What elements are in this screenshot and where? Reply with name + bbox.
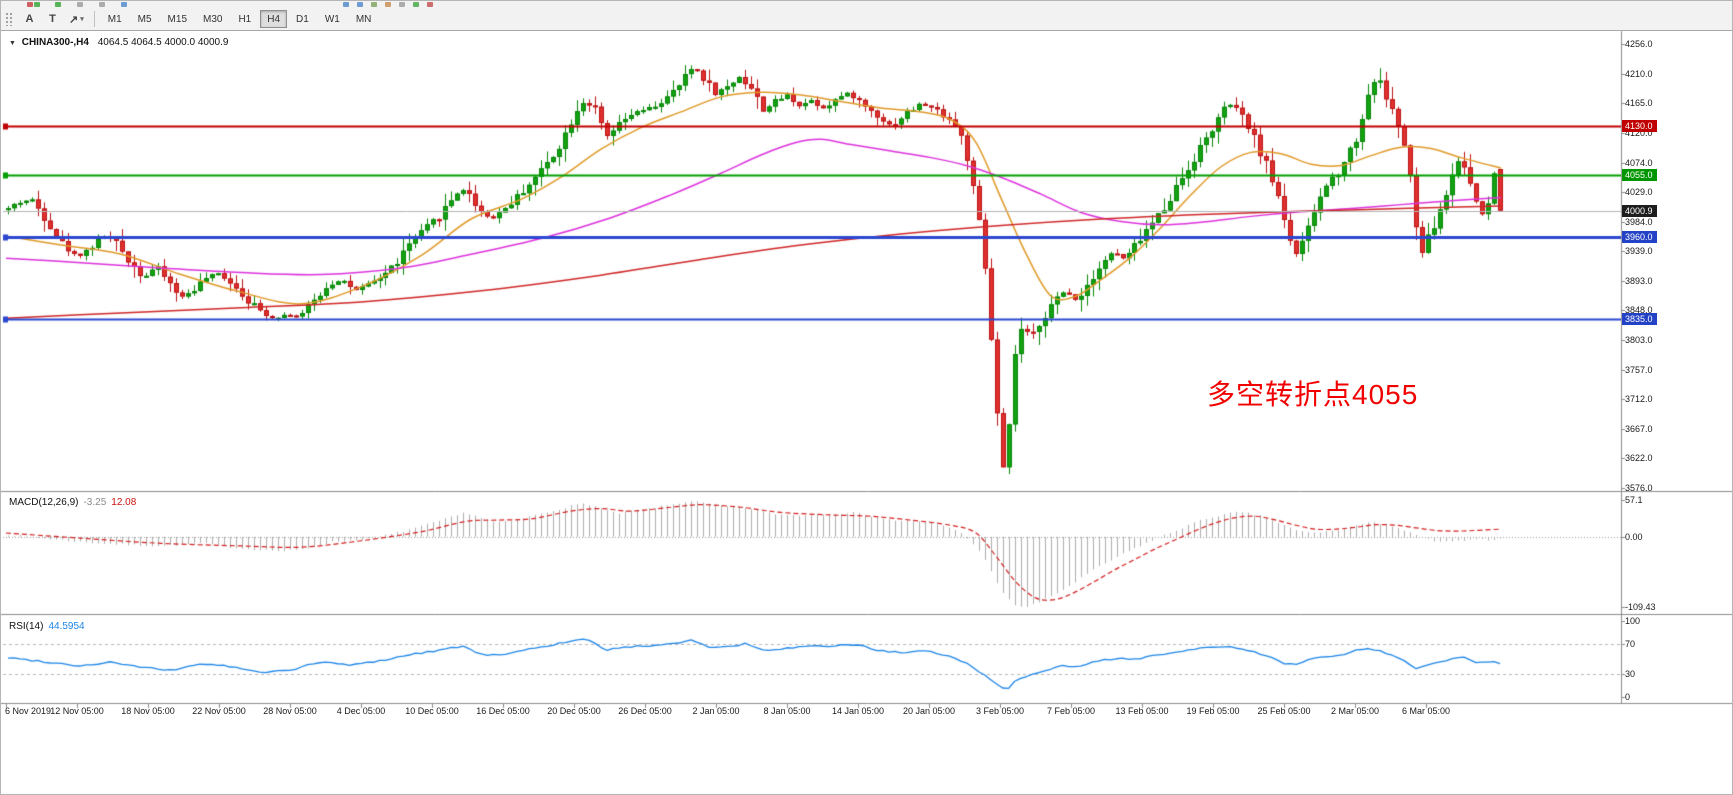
cropped-icon <box>427 2 433 7</box>
timeframe-button-m5[interactable]: M5 <box>131 10 159 28</box>
cropped-icon-strip <box>1 1 1732 8</box>
chart-title: ▼ CHINA300-,H4 4064.5 4064.5 4000.0 4000… <box>9 37 228 48</box>
cropped-icon <box>385 2 391 7</box>
cropped-icon <box>371 2 377 7</box>
top-toolbar: A T ↗ ▾ M1 M5 M15 M30 H1 H4 D1 W1 MN <box>1 1 1732 31</box>
macd-signal-value: 12.08 <box>111 497 137 508</box>
arrow-objects-dropdown-button[interactable]: ↗ ▾ <box>65 10 88 28</box>
macd-main-value: -3.25 <box>83 497 107 508</box>
cropped-icon <box>357 2 363 7</box>
cropped-icon <box>55 2 61 7</box>
timeframe-button-m30[interactable]: M30 <box>196 10 229 28</box>
timeframe-button-w1[interactable]: W1 <box>318 10 347 28</box>
cropped-icon <box>413 2 419 7</box>
toolbar-separator <box>93 11 95 27</box>
timeframe-button-h1[interactable]: H1 <box>231 10 258 28</box>
chart-annotation-text[interactable]: 多空转折点4055 <box>1207 379 1419 410</box>
chart-symbol-timeframe: CHINA300-,H4 <box>21 37 89 48</box>
chart-expand-icon[interactable]: ▼ <box>9 40 16 47</box>
cropped-icon <box>27 2 33 7</box>
arrow-tool-icon: ↗ <box>69 13 79 26</box>
macd-label: MACD(12,26,9) -3.25 12.08 <box>9 497 141 508</box>
timeframe-button-m1[interactable]: M1 <box>101 10 129 28</box>
rsi-label: RSI(14) 44.5954 <box>9 621 90 632</box>
timeframe-button-mn[interactable]: MN <box>349 10 379 28</box>
macd-name: MACD(12,26,9) <box>9 497 79 508</box>
chart-ohlc-values: 4064.5 4064.5 4000.0 4000.9 <box>97 37 229 48</box>
rsi-value: 44.5954 <box>48 621 85 632</box>
timeframe-button-d1[interactable]: D1 <box>289 10 316 28</box>
toolbar-grip[interactable] <box>5 12 14 26</box>
cropped-icon <box>34 2 40 7</box>
toolbar-row: A T ↗ ▾ M1 M5 M15 M30 H1 H4 D1 W1 MN <box>1 8 379 30</box>
cropped-icon <box>121 2 127 7</box>
cropped-icon <box>77 2 83 7</box>
chevron-down-icon: ▾ <box>80 16 84 23</box>
cropped-icon <box>99 2 105 7</box>
cropped-icon <box>399 2 405 7</box>
timeframe-button-h4[interactable]: H4 <box>260 10 288 28</box>
timeframe-button-m15[interactable]: M15 <box>161 10 194 28</box>
cropped-icon <box>343 2 349 7</box>
timeframe-toolbar: M1 M5 M15 M30 H1 H4 D1 W1 MN <box>100 10 380 28</box>
rsi-name: RSI(14) <box>9 621 44 632</box>
text-tool-button[interactable]: T <box>42 10 63 28</box>
text-label-tool-button[interactable]: A <box>19 10 40 28</box>
